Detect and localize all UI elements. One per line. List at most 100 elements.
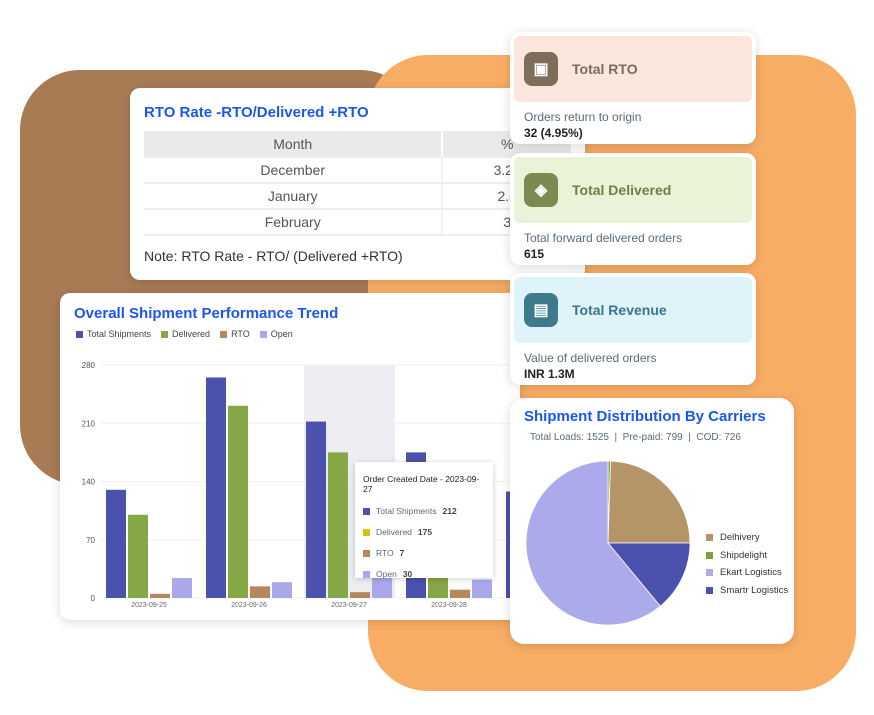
tooltip-value: 175 [417, 527, 433, 537]
legend-swatch [259, 330, 267, 338]
stat-card-total-delivered: ◈ Total Delivered Total forward delivered … [510, 152, 756, 265]
stat-value: 32 (4.95%) [524, 126, 583, 140]
stat-title: Total Delivered [572, 181, 672, 198]
x-tick-label: 2023-09-27 [331, 602, 367, 609]
legend-swatch [706, 586, 713, 594]
tooltip-title: Order Created Date - 2023-09-27 [363, 474, 480, 494]
carrier-distribution-card: Shipment Distribution By Carriers Total … [510, 398, 794, 644]
legend-item: Open [259, 329, 293, 339]
month-cell: December [144, 157, 444, 184]
pie-title: Shipment Distribution By Carriers [524, 408, 766, 425]
tooltip-swatch [363, 528, 370, 536]
stat-subtitle: Total forward delivered orders [524, 230, 683, 245]
stat-card-header: ◈ Total Delivered [514, 156, 752, 223]
stat-card-header: ▣ Total RTO [514, 36, 752, 102]
open-box-icon: ◈ [524, 172, 558, 207]
pie-chart [525, 460, 691, 626]
stat-value: 615 [524, 246, 545, 261]
chart-legend: Total Shipments Delivered RTO Open [76, 329, 293, 339]
bar-delivered [128, 514, 148, 598]
tooltip-row: Total Shipments 212 [363, 506, 485, 516]
bar-total-shipments [206, 377, 226, 598]
y-tick-label: 0 [91, 594, 96, 603]
tooltip-swatch [363, 549, 370, 557]
legend-item: RTO [220, 329, 250, 339]
stat-card-header: ▤ Total Revenue [514, 277, 752, 343]
legend-swatch [706, 551, 713, 559]
tooltip-row: RTO 7 [363, 548, 485, 558]
stat-title: Total RTO [572, 61, 638, 77]
bar-rto [450, 589, 470, 598]
bar-rto [150, 593, 170, 598]
tooltip-swatch [363, 570, 370, 578]
legend-label: Delivered [172, 329, 211, 339]
legend-label: Shipdelight [720, 549, 768, 561]
y-tick-label: 210 [82, 419, 96, 428]
pie-slice-smartr-logistics [607, 542, 691, 607]
legend-label: Total Shipments [87, 329, 152, 339]
tooltip-row: Open 30 [363, 569, 485, 579]
money-icon: ▤ [524, 293, 558, 327]
bar-total-shipments [106, 489, 126, 598]
legend-label: RTO [231, 329, 250, 339]
legend-swatch [706, 569, 713, 577]
box-return-icon: ▣ [524, 52, 558, 86]
pie-slice-ekart-logistics [525, 460, 661, 626]
x-tick-label: 2023-09-25 [131, 602, 167, 609]
bar-open [472, 579, 492, 598]
bar-total-shipments [306, 421, 326, 598]
chart-title: Overall Shipment Performance Trend [74, 305, 339, 322]
bar-open [372, 573, 392, 598]
stat-subtitle: Orders return to origin [524, 110, 642, 124]
pie-legend: Delhivery Shipdelight Ekart Logistics Smart… [706, 529, 788, 599]
stat-card-total-revenue: ▤ Total Revenue Value of delivered orders I… [510, 273, 756, 385]
pie-slice-delhivery [607, 460, 691, 544]
month-cell: January [144, 183, 444, 210]
month-cell: February [144, 209, 444, 236]
bar-rto [250, 586, 270, 598]
legend-item: Shipdelight [706, 547, 788, 565]
shipment-trend-card: 0 70 140 210 280 2023-09-25 2023-09-26 2023-09-… [60, 293, 520, 620]
stat-card-total-rto: ▣ Total RTO Orders return to origin 32 (4.9… [510, 32, 756, 144]
y-tick-label: 70 [86, 536, 95, 545]
table-row: February 3 [144, 209, 571, 236]
tooltip-label: Open [376, 569, 397, 579]
bar-delivered [228, 405, 248, 598]
legend-swatch [161, 330, 169, 338]
legend-label: Open [270, 329, 293, 339]
rto-rate-card: RTO Rate -RTO/Delivered +RTO Month% Dece… [130, 88, 585, 280]
stat-title: Total Revenue [572, 302, 667, 318]
x-tick-label: 2023-09-28 [431, 602, 467, 609]
legend-swatch [220, 330, 228, 338]
bar-open [172, 578, 192, 598]
tooltip-label: Delivered [376, 527, 412, 537]
y-tick-label: 140 [82, 478, 96, 487]
legend-label: Delhivery [720, 532, 760, 544]
chart-tooltip: Order Created Date - 2023-09-27 Total Sh… [355, 462, 493, 579]
bar-rto [350, 592, 370, 598]
legend-item: Total Shipments [76, 329, 151, 339]
tooltip-rows: Total Shipments 212 Delivered 175 RTO 7 Open 30 [363, 506, 485, 579]
bar-delivered [328, 452, 348, 598]
tooltip-label: Total Shipments [376, 506, 437, 516]
tooltip-value: 30 [402, 569, 413, 579]
legend-item: Delhivery [706, 529, 788, 547]
rto-rate-table: Month% December 3.27 January 2.8 February 3 [144, 131, 571, 236]
stat-value: INR 1.3M [524, 367, 575, 381]
rto-rate-note: Note: RTO Rate - RTO/ (Delivered +RTO) [144, 248, 403, 264]
y-tick-label: 280 [82, 361, 96, 370]
table-row: December 3.27 [144, 157, 571, 184]
legend-item: Ekart Logistics [706, 564, 788, 582]
x-tick-label: 2023-09-26 [231, 602, 267, 609]
tooltip-value: 212 [442, 506, 457, 516]
bar-open [272, 582, 292, 598]
table-row: January 2.8 [144, 183, 571, 210]
tooltip-swatch [363, 507, 370, 515]
legend-item: Delivered [161, 329, 210, 339]
loads-summary: Total Loads: 1525 | Pre-paid: 799 | COD:… [530, 432, 741, 443]
stat-subtitle: Value of delivered orders [524, 351, 657, 365]
legend-label: Ekart Logistics [720, 567, 782, 579]
legend-item: Smartr Logistics [706, 582, 788, 600]
legend-swatch [706, 534, 713, 542]
legend-label: Smartr Logistics [720, 584, 789, 596]
